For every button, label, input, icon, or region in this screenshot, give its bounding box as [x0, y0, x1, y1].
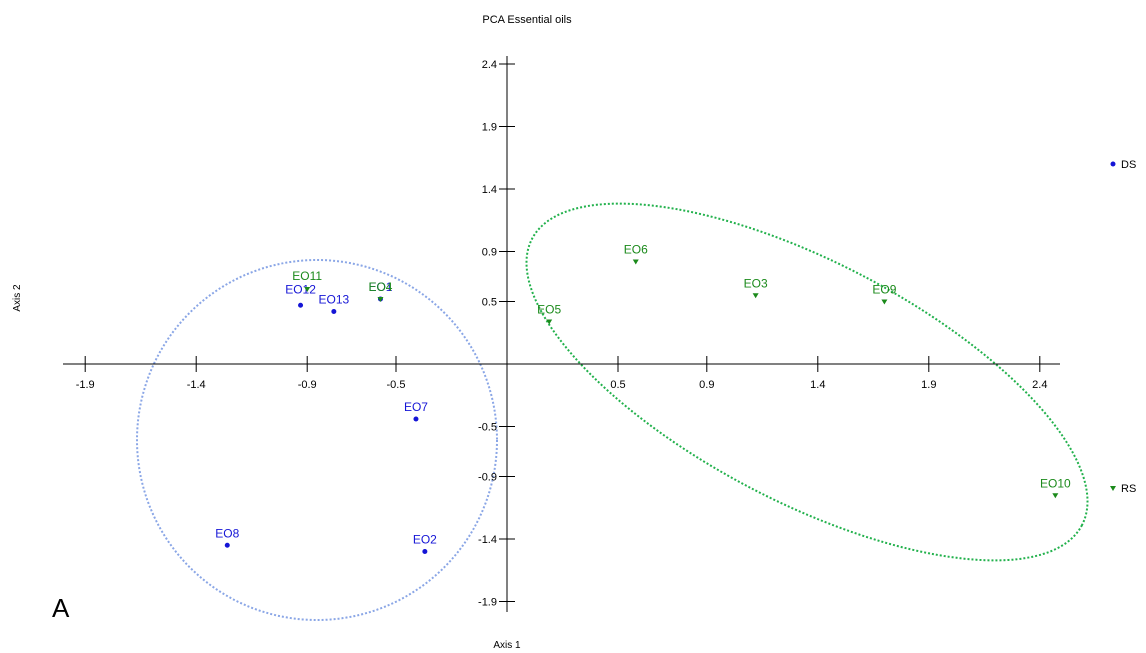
point-eo2: [422, 549, 428, 554]
point-label-eo2: EO2: [413, 533, 437, 547]
point-eo10: [1052, 493, 1059, 499]
y-tick-label: -0.5: [478, 422, 497, 434]
x-tick-label: 1.4: [810, 379, 825, 391]
point-eo11: [304, 287, 311, 292]
point-label-eo9: EO9: [872, 283, 896, 297]
point-label-eo8: EO8: [215, 526, 239, 540]
y-tick-label: -0.9: [478, 472, 497, 484]
x-tick-label: 1.9: [921, 379, 936, 391]
point-label-eo1: EO1: [368, 280, 392, 294]
legend-label-rs: RS: [1121, 483, 1136, 495]
legend-marker-rs: [1110, 486, 1116, 491]
x-tick-label: -0.9: [298, 379, 317, 391]
chart-title: PCA Essential oils: [482, 14, 572, 26]
panel-letter: A: [52, 593, 70, 623]
point-label-eo5: EO5: [537, 303, 561, 317]
point-label-eo10: EO10: [1040, 476, 1071, 490]
point-label-eo4: EO4: [368, 280, 392, 294]
x-axis-title: Axis 1: [493, 640, 521, 651]
y-tick-label: -1.4: [478, 534, 497, 546]
point-label-eo6: EO6: [624, 243, 648, 257]
y-tick-label: 0.9: [482, 247, 497, 259]
point-eo5: [546, 319, 553, 325]
point-eo7: [413, 416, 419, 422]
y-axis-title: Axis 2: [12, 284, 23, 312]
point-label-eo3: EO3: [744, 276, 768, 290]
cluster-ellipse-left: [136, 259, 498, 621]
x-tick-label: -1.4: [187, 379, 206, 391]
point-eo8: [224, 542, 230, 548]
y-tick-label: 0.5: [482, 297, 497, 309]
legend: DS RS: [1110, 159, 1136, 495]
x-tick-label: 2.4: [1032, 379, 1047, 391]
point-eo13: [331, 309, 337, 314]
legend-label-ds: DS: [1121, 159, 1136, 171]
x-tick-label: 0.9: [699, 379, 714, 391]
point-eo4: [377, 297, 384, 302]
point-eo3: [752, 293, 759, 299]
point-eo9: [881, 299, 888, 305]
x-tick-label: -1.9: [76, 379, 95, 391]
cluster-ellipses: [136, 202, 1089, 621]
cluster-ellipse-right: [525, 202, 1089, 562]
y-tick-label: 1.9: [482, 122, 497, 134]
point-eo12: [298, 302, 304, 308]
point-label-eo13: EO13: [318, 293, 349, 307]
y-tick-label: 2.4: [482, 59, 497, 71]
point-label-eo12: EO12: [285, 282, 316, 296]
y-tick-label: 1.4: [482, 184, 497, 196]
axes: -1.9 -1.4 -0.9 -0.5 0.5 0.9 1.4 1.9 2.4 2.4 1.9 1.4…: [63, 56, 1060, 612]
legend-marker-ds: [1110, 161, 1116, 167]
x-tick-label: -0.5: [387, 379, 406, 391]
y-tick-label: -1.9: [478, 597, 497, 609]
point-label-eo11: EO11: [292, 269, 322, 283]
x-tick-label: 0.5: [610, 379, 625, 391]
series-rs: EO11 EO4 EO5 EO6 EO3 EO9 EO10: [292, 243, 1071, 499]
point-label-eo7: EO7: [404, 400, 428, 414]
point-eo6: [632, 259, 639, 265]
